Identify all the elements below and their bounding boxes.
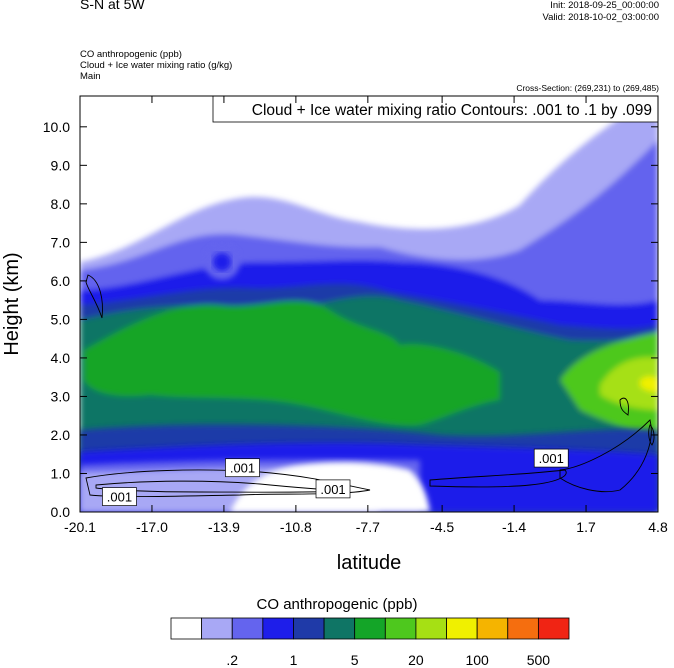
x-tick-label: 1.7 (576, 519, 596, 535)
colorbar-swatch (354, 617, 386, 640)
x-tick-label: -13.9 (208, 519, 240, 535)
colorbar-label: 20 (408, 652, 424, 668)
y-tick-label: 0.0 (51, 504, 71, 520)
colorbar-swatch (262, 617, 294, 640)
valid-time: Valid: 2018-10-02_03:00:00 (542, 12, 659, 23)
x-tick-label: -20.1 (64, 519, 96, 535)
y-tick-label: 9.0 (51, 157, 71, 173)
colorbar-label: 1 (290, 652, 298, 668)
contour-label: .001 (107, 490, 132, 505)
x-axis-title: latitude (337, 552, 402, 574)
x-axis: -20.1 -17.0 -13.9 -10.8 -7.7 -4.5 -1.4 1.7 4.8 (64, 96, 668, 535)
x-tick-label: 4.8 (648, 519, 668, 535)
variable-line-2: Cloud + Ice water mixing ratio (g/kg) (80, 60, 233, 71)
contour-label-box (315, 479, 351, 499)
y-tick-label: 7.0 (51, 234, 71, 250)
colorbar: .2 1 5 20 100 500 (170, 617, 570, 668)
contour-info-box: Cloud + Ice water mixing ratio Contours:… (212, 95, 659, 123)
colorbar-swatch (415, 617, 447, 640)
x-tick-label: -10.8 (280, 519, 312, 535)
x-tick-label: -7.7 (356, 519, 380, 535)
y-tick-label: 10.0 (43, 119, 70, 135)
init-time: Init: 2018-09-25_00:00:00 (550, 0, 659, 11)
contour-label-box (102, 487, 137, 506)
contour-info-text: Cloud + Ice water mixing ratio Contours:… (252, 102, 652, 119)
y-tick-label: 8.0 (51, 196, 71, 212)
contour-label: .001 (230, 461, 255, 476)
colorbar-swatch (537, 617, 570, 640)
colorbar-swatch (507, 617, 539, 640)
colorbar-swatch (446, 617, 478, 640)
contour-label-box (225, 458, 260, 478)
filled-contour-field (80, 96, 658, 512)
colorbar-swatch (476, 617, 509, 640)
y-axis: 0.0 1.0 2.0 3.0 4.0 5.0 6.0 7.0 8.0 9.0 10.0 (43, 119, 658, 520)
colorbar-label: 100 (465, 652, 489, 668)
colorbar-swatch (384, 617, 417, 640)
colorbar-label: .2 (226, 652, 238, 668)
x-tick-label: -4.5 (430, 519, 454, 535)
cross-section-label: Cross-Section: (269,231) to (269,485) (516, 83, 659, 93)
colorbar-swatch (231, 617, 264, 640)
colorbar-swatch (323, 617, 356, 640)
colorbar-label: 500 (527, 652, 551, 668)
variable-line-3: Main (80, 71, 101, 82)
contour-labels: .001 .001 .001 .001 (102, 448, 569, 506)
colorbar-swatch (293, 617, 325, 640)
y-tick-label: 3.0 (51, 388, 71, 404)
contour-label: .001 (539, 451, 564, 466)
y-tick-label: 2.0 (51, 427, 71, 443)
contour-label-box (533, 448, 569, 468)
variable-line-1: CO anthropogenic (ppb) (80, 49, 182, 60)
colorbar-title: CO anthropogenic (ppb) (256, 596, 418, 613)
x-tick-label: -17.0 (136, 519, 168, 535)
y-tick-label: 4.0 (51, 350, 71, 366)
colorbar-swatch (170, 617, 203, 640)
plot-frame (79, 95, 659, 513)
y-tick-label: 6.0 (51, 273, 71, 289)
y-tick-label: 1.0 (51, 465, 71, 481)
colorbar-label: 5 (351, 652, 359, 668)
contour-label: .001 (320, 482, 345, 497)
plot-title: S-N at 5W (80, 0, 145, 12)
colorbar-swatch (201, 617, 233, 640)
y-tick-label: 5.0 (51, 311, 71, 327)
x-tick-label: -1.4 (502, 519, 526, 535)
y-axis-title: Height (km) (1, 252, 23, 355)
